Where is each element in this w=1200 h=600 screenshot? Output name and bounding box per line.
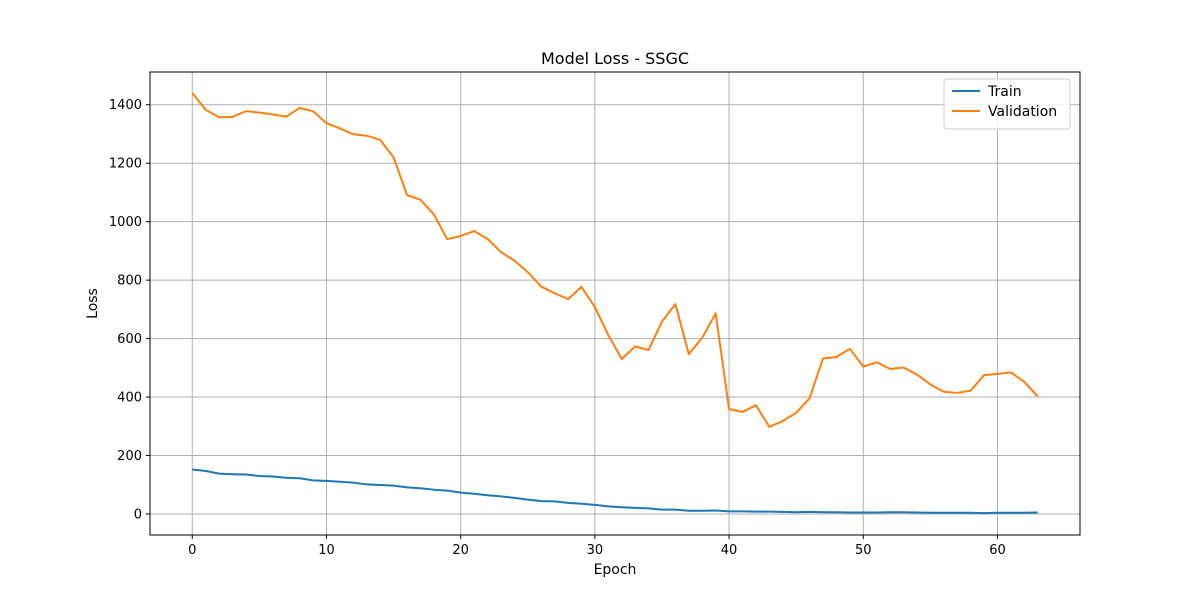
- y-tick-label: 800: [117, 274, 142, 289]
- y-tick-label: 1000: [109, 215, 142, 230]
- y-tick-label: 1200: [109, 157, 142, 172]
- y-tick-label: 400: [117, 391, 142, 406]
- series-layer: [191, 92, 1039, 515]
- x-tick-label: 50: [855, 543, 872, 558]
- x-tick-label: 30: [587, 543, 604, 558]
- chart-title: Model Loss - SSGC: [541, 49, 689, 68]
- y-tick-label: 600: [117, 332, 142, 347]
- y-tick-label: 200: [117, 449, 142, 464]
- y-tick-label: 0: [134, 507, 142, 522]
- x-tick-label: 10: [318, 543, 335, 558]
- series-line-validation: [191, 92, 1039, 428]
- x-tick-label: 60: [989, 543, 1006, 558]
- plot-frame: [149, 71, 1081, 536]
- legend-label-validation: Validation: [988, 104, 1057, 120]
- x-axis-label: Epoch: [594, 562, 637, 578]
- legend: Train Validation: [943, 78, 1071, 130]
- y-tick-label: 1400: [109, 98, 142, 113]
- x-tick-label: 0: [188, 543, 196, 558]
- series-line-train: [192, 468, 1038, 515]
- grid-layer: [150, 72, 1080, 535]
- x-tick-label: 20: [452, 543, 469, 558]
- x-tick-label: 40: [721, 543, 738, 558]
- y-axis-label: Loss: [85, 288, 101, 319]
- legend-label-train: Train: [987, 84, 1022, 100]
